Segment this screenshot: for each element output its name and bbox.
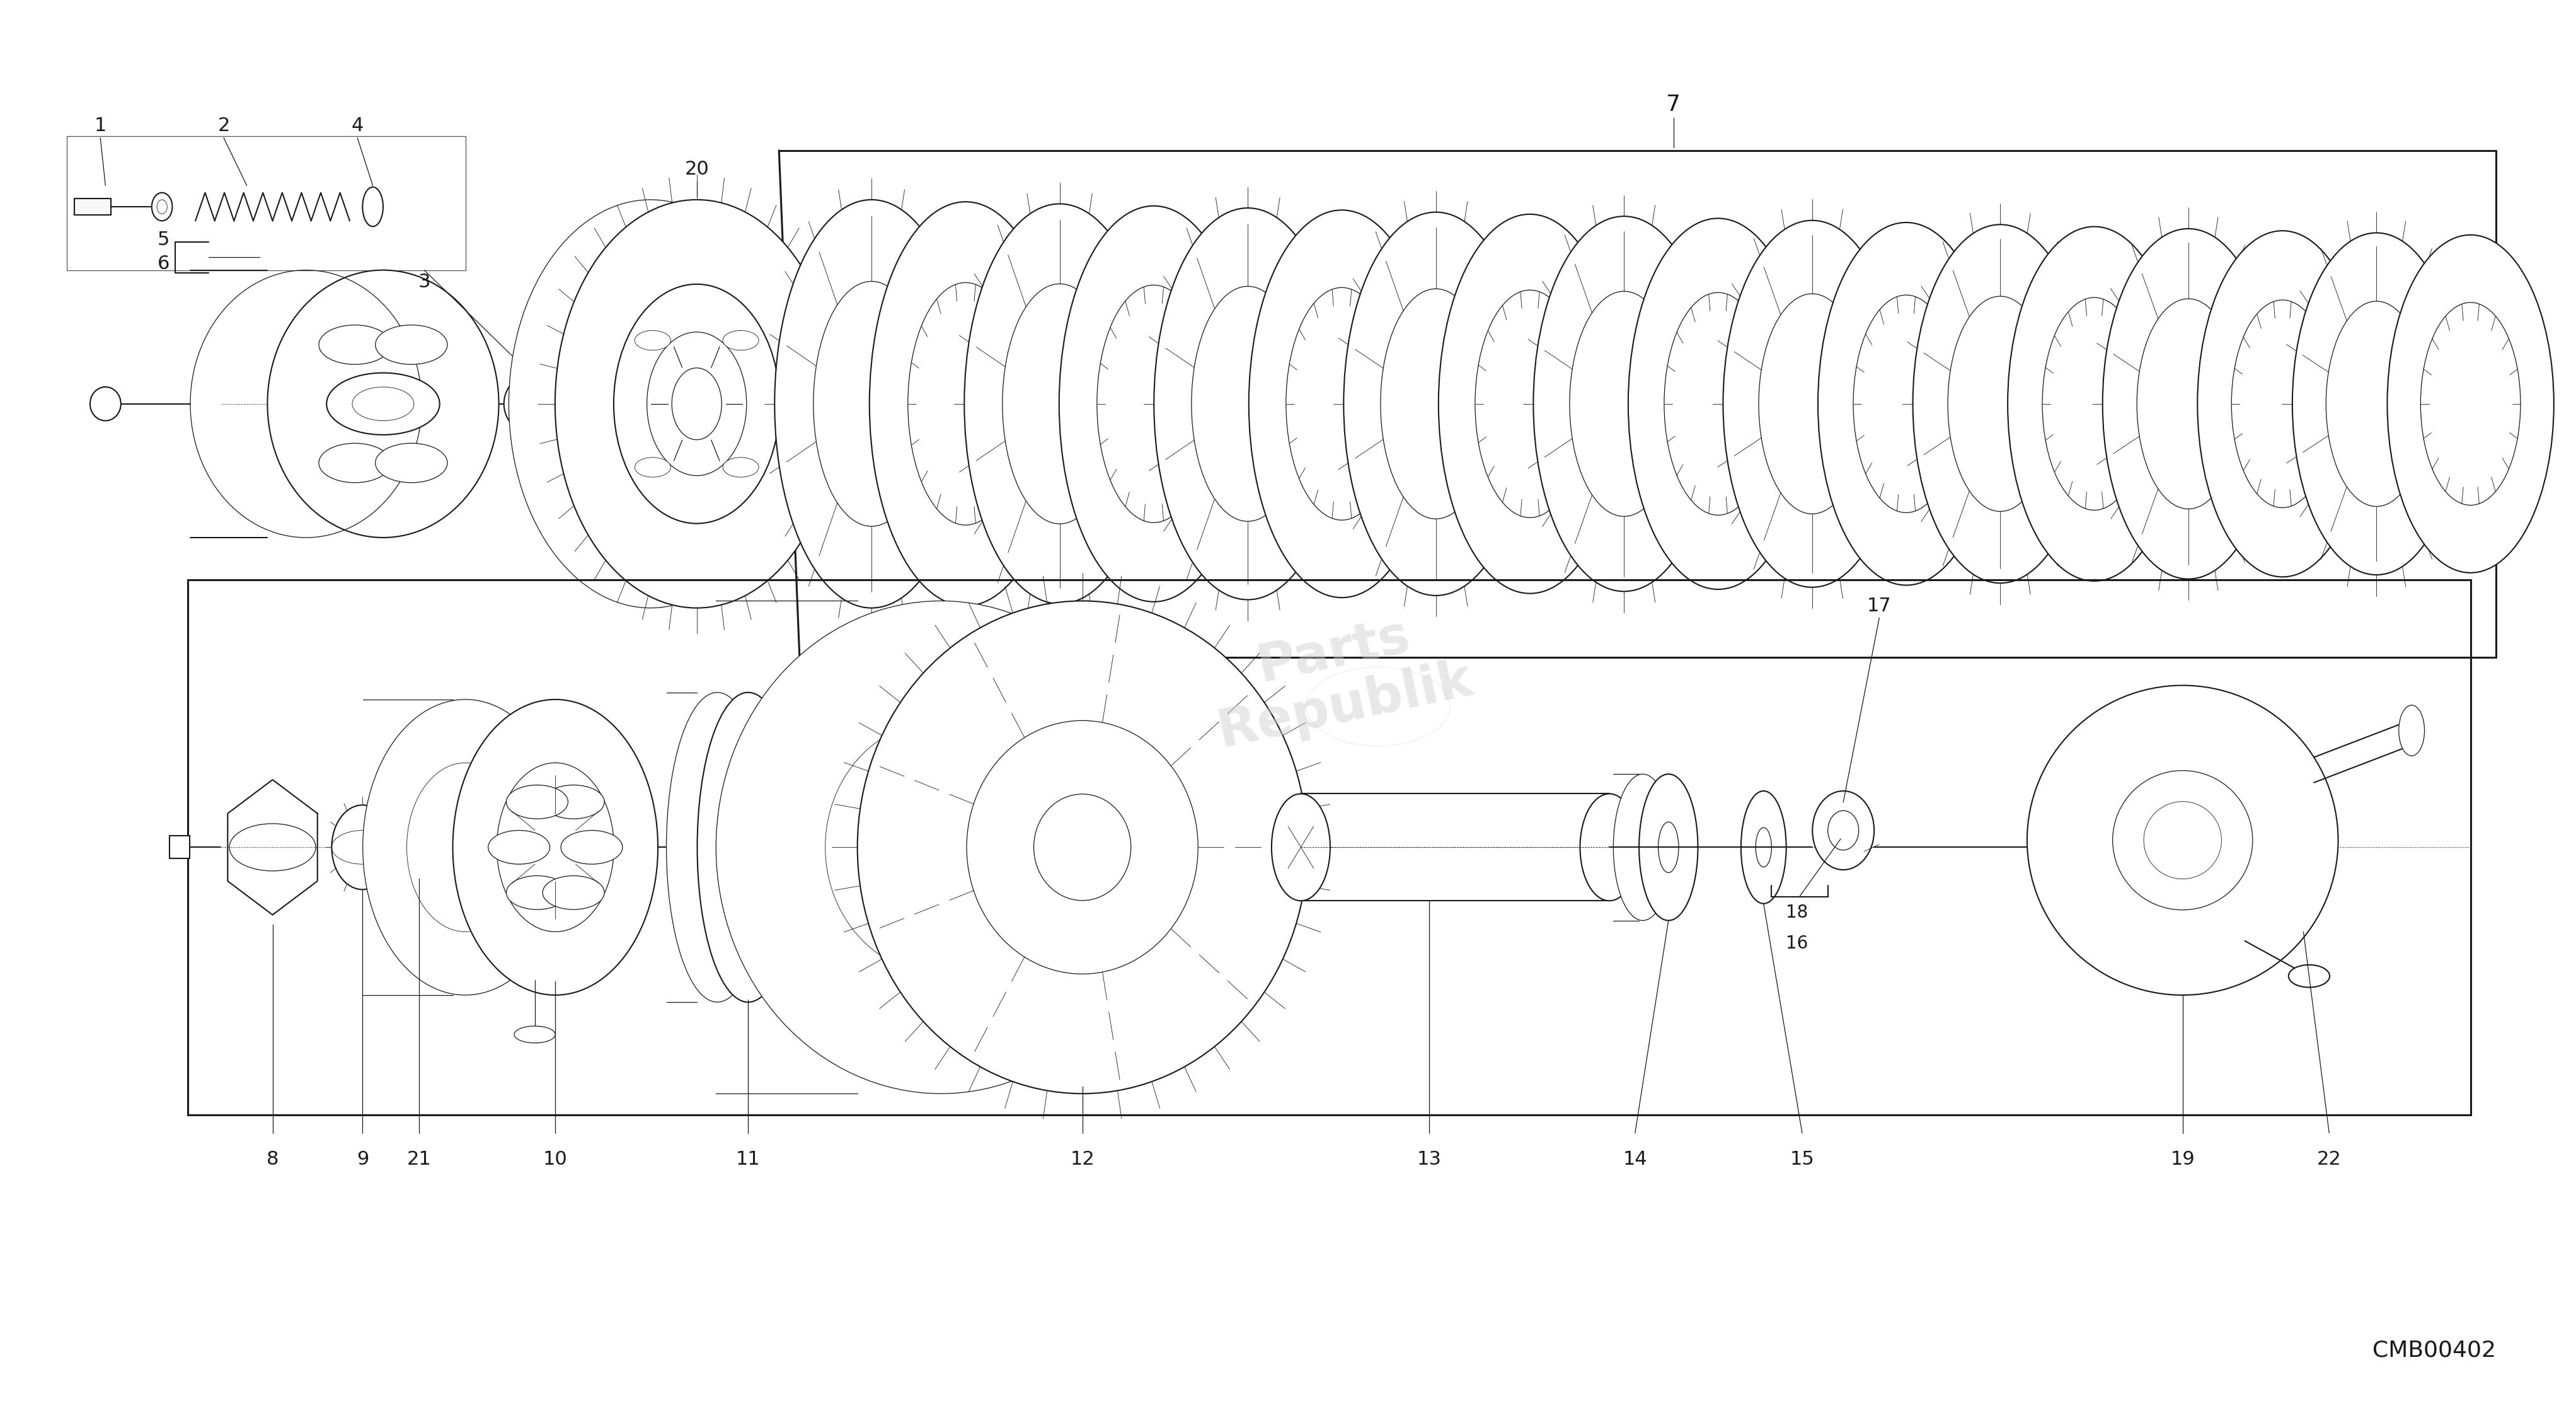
Ellipse shape (152, 192, 173, 220)
Ellipse shape (2102, 229, 2275, 579)
Ellipse shape (332, 805, 394, 890)
Text: 10: 10 (544, 1150, 567, 1169)
Text: CMB00402: CMB00402 (2372, 1340, 2496, 1361)
Circle shape (634, 331, 670, 350)
Text: 20: 20 (685, 160, 708, 178)
Ellipse shape (2388, 235, 2553, 572)
Text: 22: 22 (2316, 1150, 2342, 1169)
Ellipse shape (554, 199, 837, 608)
Bar (188, 579, 2470, 1115)
Ellipse shape (1059, 206, 1249, 602)
Text: 1: 1 (95, 117, 106, 136)
Circle shape (507, 786, 569, 818)
Text: Parts
Republik: Parts Republik (1200, 599, 1479, 757)
Ellipse shape (1814, 791, 1875, 870)
Ellipse shape (858, 601, 1306, 1094)
Text: 9: 9 (355, 1150, 368, 1169)
Ellipse shape (1628, 219, 1808, 589)
Ellipse shape (515, 1026, 556, 1043)
Ellipse shape (2293, 233, 2460, 575)
Text: 13: 13 (1417, 1150, 1443, 1169)
Bar (170, 836, 191, 859)
Ellipse shape (1914, 225, 2087, 584)
Ellipse shape (505, 376, 556, 432)
Circle shape (327, 373, 440, 435)
Ellipse shape (363, 699, 567, 995)
Text: 5: 5 (157, 230, 170, 249)
Text: 4: 4 (350, 117, 363, 136)
Circle shape (544, 786, 605, 818)
Ellipse shape (871, 202, 1061, 606)
Ellipse shape (268, 270, 500, 537)
Ellipse shape (453, 699, 657, 995)
Ellipse shape (510, 199, 791, 608)
Ellipse shape (1249, 211, 1435, 598)
Ellipse shape (1154, 208, 1342, 599)
Text: 16: 16 (1785, 934, 1808, 952)
Text: 12: 12 (1069, 1150, 1095, 1169)
Circle shape (376, 325, 448, 365)
Ellipse shape (2007, 226, 2182, 581)
Text: 18: 18 (1785, 903, 1808, 921)
Text: 8: 8 (265, 1150, 278, 1169)
Text: 2: 2 (216, 117, 229, 136)
Text: 17: 17 (1868, 596, 1891, 615)
Ellipse shape (157, 199, 167, 213)
Ellipse shape (1819, 222, 1994, 585)
Circle shape (507, 876, 569, 910)
Ellipse shape (963, 203, 1154, 603)
Ellipse shape (1741, 791, 1785, 903)
Text: 7: 7 (1667, 93, 1682, 116)
Ellipse shape (775, 199, 969, 608)
Circle shape (319, 325, 392, 365)
Ellipse shape (1638, 774, 1698, 920)
Bar (67, 137, 466, 270)
Circle shape (634, 458, 670, 478)
Circle shape (724, 458, 760, 478)
Ellipse shape (698, 692, 799, 1002)
Ellipse shape (90, 387, 121, 421)
Ellipse shape (716, 601, 1167, 1094)
Ellipse shape (1533, 216, 1716, 592)
Ellipse shape (1345, 212, 1528, 595)
Ellipse shape (399, 817, 440, 879)
Text: 11: 11 (737, 1150, 760, 1169)
Ellipse shape (667, 692, 768, 1002)
Ellipse shape (363, 187, 384, 226)
Ellipse shape (1437, 215, 1620, 593)
Ellipse shape (1273, 794, 1329, 900)
Ellipse shape (1723, 220, 1901, 588)
Circle shape (487, 831, 549, 865)
Bar (75, 198, 111, 215)
Ellipse shape (2197, 230, 2367, 577)
Text: 19: 19 (2172, 1150, 2195, 1169)
Text: 3: 3 (417, 273, 430, 291)
Circle shape (562, 831, 623, 865)
Circle shape (544, 876, 605, 910)
Circle shape (376, 444, 448, 483)
Text: 15: 15 (1790, 1150, 1814, 1169)
Circle shape (319, 444, 392, 483)
Ellipse shape (1613, 774, 1672, 920)
Ellipse shape (2287, 965, 2329, 988)
Circle shape (724, 331, 760, 350)
Ellipse shape (2027, 685, 2339, 995)
Text: 14: 14 (1623, 1150, 1646, 1169)
Ellipse shape (2398, 705, 2424, 756)
Text: 21: 21 (407, 1150, 430, 1169)
Text: 6: 6 (157, 254, 170, 273)
Ellipse shape (1579, 794, 1638, 900)
